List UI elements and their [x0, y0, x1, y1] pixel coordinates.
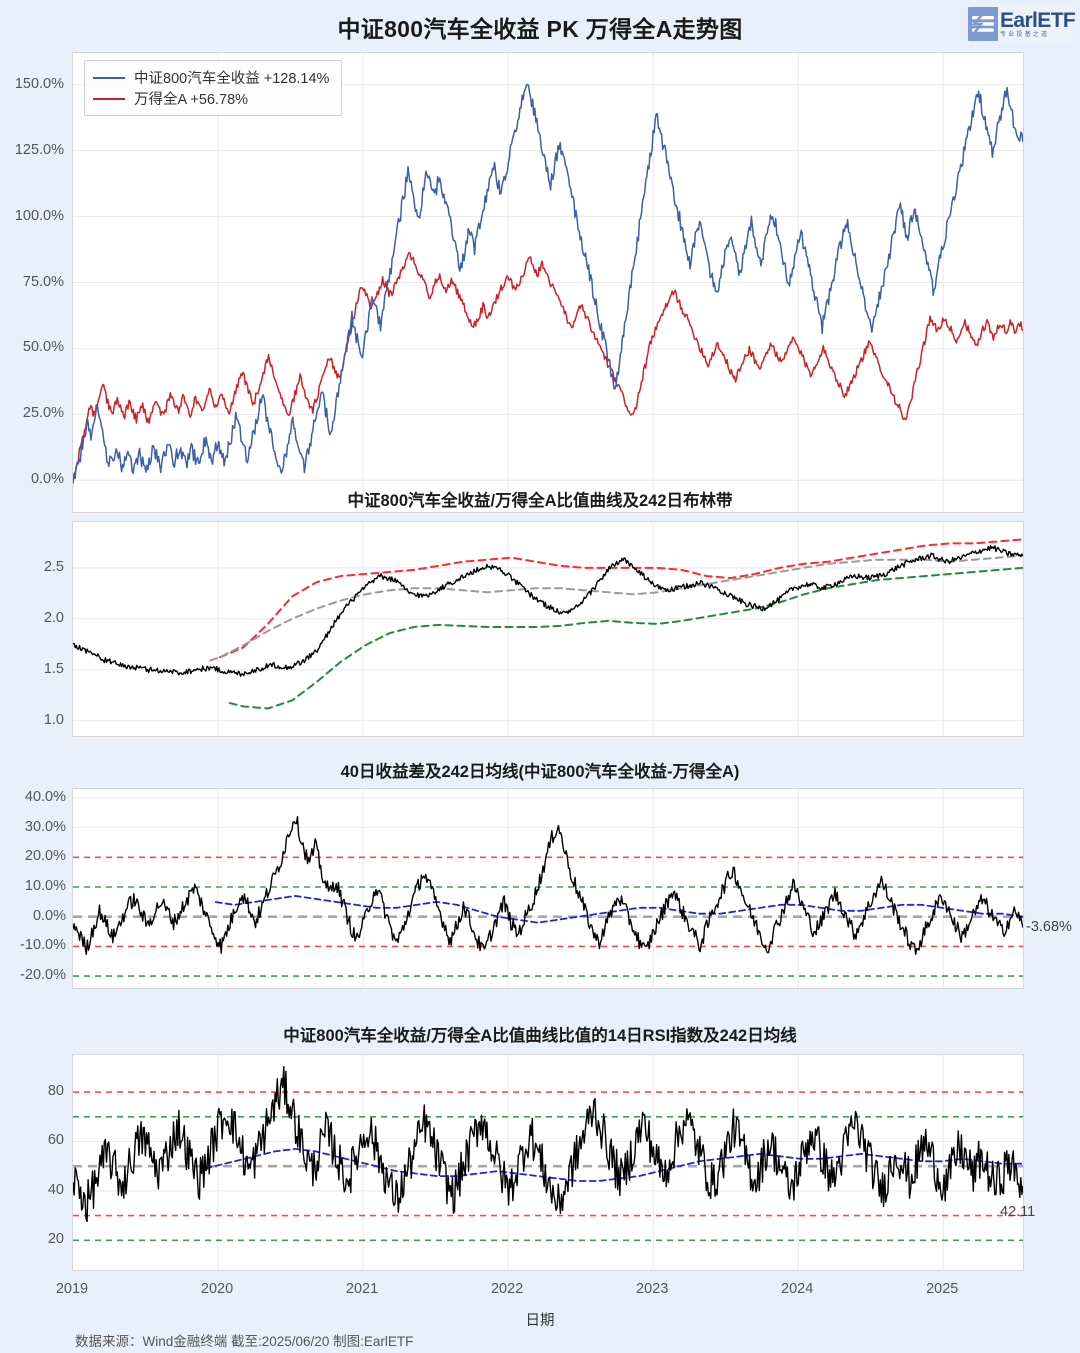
legend-label-0: 中证800汽车全收益 +128.14% [134, 71, 330, 87]
earletf-logo-icon: EarlETF 专业投基之道 [968, 6, 1076, 42]
chart2-svg [73, 522, 1023, 736]
chart1-svg [73, 53, 1023, 512]
y-tick-label: 50.0% [22, 339, 64, 356]
x-tick-label-year: 2023 [636, 1281, 669, 1297]
legend-swatch-red [93, 97, 125, 100]
legend-swatch-blue [93, 76, 125, 79]
y-tick-label: 40.0% [24, 788, 66, 805]
x-tick-label-year: 2020 [200, 1281, 234, 1297]
logo-mark-icon [968, 7, 998, 41]
chart-panel-return-spread: 40日收益差及242日均线(中证800汽车全收益-万得全A) -3.68% [0, 758, 1080, 1003]
x-axis-caption: 日期 [525, 1313, 555, 1329]
chart1-plot-area [72, 52, 1024, 513]
chart3-title: 40日收益差及242日均线(中证800汽车全收益-万得全A) [340, 763, 740, 781]
logo-wordmark: EarlETF [1000, 8, 1076, 32]
chart3-plot-area [72, 788, 1024, 989]
y-tick-label: 20.0% [24, 848, 66, 865]
chart-panel-rsi: 中证800汽车全收益/万得全A比值曲线比值的14日RSI指数及242日均线 42… [0, 1022, 1080, 1284]
x-tick-label-year: 2021 [345, 1281, 379, 1297]
y-tick-label: 30.0% [24, 818, 66, 835]
legend-item-1: 万得全A +56.78% [93, 88, 329, 109]
y-tick-label: 2.5 [43, 558, 64, 575]
y-tick-label: 0.0% [32, 907, 66, 924]
x-tick-label-year: 2025 [926, 1281, 959, 1297]
legend-label-1: 万得全A +56.78% [134, 92, 249, 108]
y-tick-label: 125.0% [14, 141, 64, 158]
footer-source-note: 数据来源：Wind金融终端 截至:2025/06/20 制图:EarlETF [75, 1334, 414, 1349]
logo-subtitle: 专业投基之道 [1000, 31, 1050, 38]
chart4-svg [73, 1055, 1023, 1270]
x-tick-label-year: 2024 [781, 1281, 814, 1297]
y-tick-label: 75.0% [22, 273, 64, 290]
y-tick-label: 25.0% [22, 405, 64, 422]
y-tick-label: 40 [47, 1181, 64, 1198]
chart2-plot-area [72, 521, 1024, 737]
chart2-title: 中证800汽车全收益/万得全A比值曲线及242日布林带 [347, 492, 733, 510]
y-tick-label: 1.5 [43, 660, 64, 677]
y-tick-label: -20.0% [20, 967, 66, 984]
chart-panel-ratio-bollinger: 中证800汽车全收益/万得全A比值曲线及242日布林带 [0, 487, 1080, 747]
page-title: 中证800汽车全收益 PK 万得全A走势图 [337, 16, 743, 42]
y-tick-label: 2.0 [43, 609, 64, 626]
y-tick-label: 20 [47, 1231, 64, 1248]
x-tick-label-year: 2022 [490, 1281, 524, 1297]
y-tick-label: 60 [47, 1132, 64, 1149]
x-tick-label-year: 2019 [55, 1281, 89, 1297]
chart4-title: 中证800汽车全收益/万得全A比值曲线比值的14日RSI指数及242日均线 [283, 1027, 797, 1045]
y-tick-label: 1.0 [43, 711, 64, 728]
chart1-legend: 中证800汽车全收益 +128.14% 万得全A +56.78% [84, 60, 343, 116]
y-tick-label: -10.0% [20, 937, 66, 954]
chart4-plot-area [72, 1054, 1024, 1271]
y-tick-label: 10.0% [24, 878, 66, 894]
chart-panel-performance: 中证800汽车全收益 +128.14% 万得全A +56.78% [0, 44, 1080, 513]
y-tick-label: 0.0% [30, 471, 64, 488]
chart3-last-value-annotation: -3.68% [1026, 919, 1072, 935]
chart4-last-value-annotation: 42.11 [1000, 1204, 1036, 1220]
chart3-svg [73, 789, 1023, 988]
legend-item-0: 中证800汽车全收益 +128.14% [93, 67, 329, 88]
y-tick-label: 80 [47, 1083, 64, 1100]
y-tick-label: 100.0% [14, 207, 64, 224]
y-tick-label: 150.0% [14, 75, 64, 92]
